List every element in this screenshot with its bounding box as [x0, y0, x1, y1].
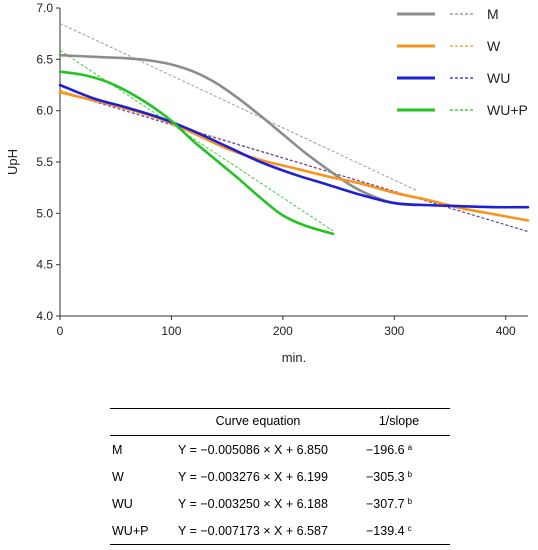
inverse-slope-value: −196.6	[366, 442, 405, 457]
series-line-wu	[58, 83, 530, 209]
row-inverse-slope: −305.3 b	[348, 463, 450, 490]
inverse-slope-value: −305.3	[366, 469, 405, 484]
inverse-slope-value: −307.7	[366, 496, 405, 511]
inverse-slope-value: −139.4	[366, 523, 405, 538]
chart-axes: 4.0 4.5 5.0 5.5 6.0 6.5 7.0 0 100 200 300 400 min. Up…	[5, 1, 528, 365]
row-equation: Y = −0.007173 × X + 6.587	[168, 517, 348, 545]
fit-lines	[59, 22, 529, 232]
series-line-m	[58, 53, 418, 207]
y-axis-title: UpH	[5, 149, 20, 175]
header-inverse-slope: 1/slope	[348, 408, 450, 436]
fit-line-m	[59, 22, 417, 191]
legend-label-wu-p: WU+P	[487, 102, 528, 118]
header-name	[110, 408, 168, 436]
legend-label-wu: WU	[487, 70, 510, 86]
table-row: WU+P Y = −0.007173 × X + 6.587 −139.4 c	[110, 517, 450, 545]
x-tick-label: 300	[384, 324, 404, 338]
x-tick-label: 0	[57, 324, 64, 338]
fit-line-wu	[59, 90, 529, 232]
y-tick-label: 5.5	[36, 155, 53, 169]
y-tick-label: 4.0	[36, 309, 53, 323]
row-inverse-slope: −139.4 c	[348, 517, 450, 545]
y-tick-label: 6.5	[36, 52, 53, 66]
uph-line-chart: 4.0 4.5 5.0 5.5 6.0 6.5 7.0 0 100 200 300 400 min. Up…	[5, 1, 530, 365]
x-tick-label: 200	[273, 324, 293, 338]
series-line-wu-p	[58, 70, 335, 236]
series-lines	[58, 53, 530, 236]
y-tick-label: 6.0	[36, 104, 53, 118]
legend: MW WU WU+P	[397, 6, 528, 118]
y-tick-label: 7.0	[36, 1, 53, 15]
row-name: M	[112, 442, 123, 457]
significance-letter: a	[407, 442, 413, 452]
header-curve-equation: Curve equation	[168, 408, 348, 436]
row-name: W	[112, 469, 124, 484]
row-equation: Y = −0.005086 × X + 6.850	[178, 442, 328, 457]
x-tick-label: 400	[496, 324, 516, 338]
x-axis-title: min.	[282, 350, 307, 365]
table-row: M Y = −0.005086 × X + 6.850 −196.6 a	[110, 436, 450, 464]
significance-letter: b	[407, 469, 413, 479]
significance-letter: b	[407, 496, 413, 506]
fit-line-wu-p	[59, 49, 334, 232]
table-header-row: Curve equation 1/slope	[110, 408, 450, 436]
row-inverse-slope: −196.6 a	[348, 436, 450, 464]
y-tick-label: 5.0	[36, 206, 53, 220]
series-line-w	[58, 90, 530, 222]
significance-letter: c	[407, 523, 412, 533]
legend-label-m: M	[487, 6, 499, 22]
row-inverse-slope: −307.7 b	[348, 490, 450, 517]
row-name: WU	[112, 496, 133, 511]
table-row: W Y = −0.003276 × X + 6.199 −305.3 b	[110, 463, 450, 490]
x-tick-label: 100	[161, 324, 181, 338]
row-equation: Y = −0.003250 × X + 6.188	[178, 496, 328, 511]
row-name: WU+P	[110, 517, 168, 545]
curve-equation-table: Curve equation 1/slope M Y = −0.005086 ×…	[110, 408, 450, 545]
legend-label-w: W	[487, 38, 501, 54]
row-equation: Y = −0.003276 × X + 6.199	[178, 469, 328, 484]
table-row: WU Y = −0.003250 × X + 6.188 −307.7 b	[110, 490, 450, 517]
y-tick-label: 4.5	[36, 258, 53, 272]
